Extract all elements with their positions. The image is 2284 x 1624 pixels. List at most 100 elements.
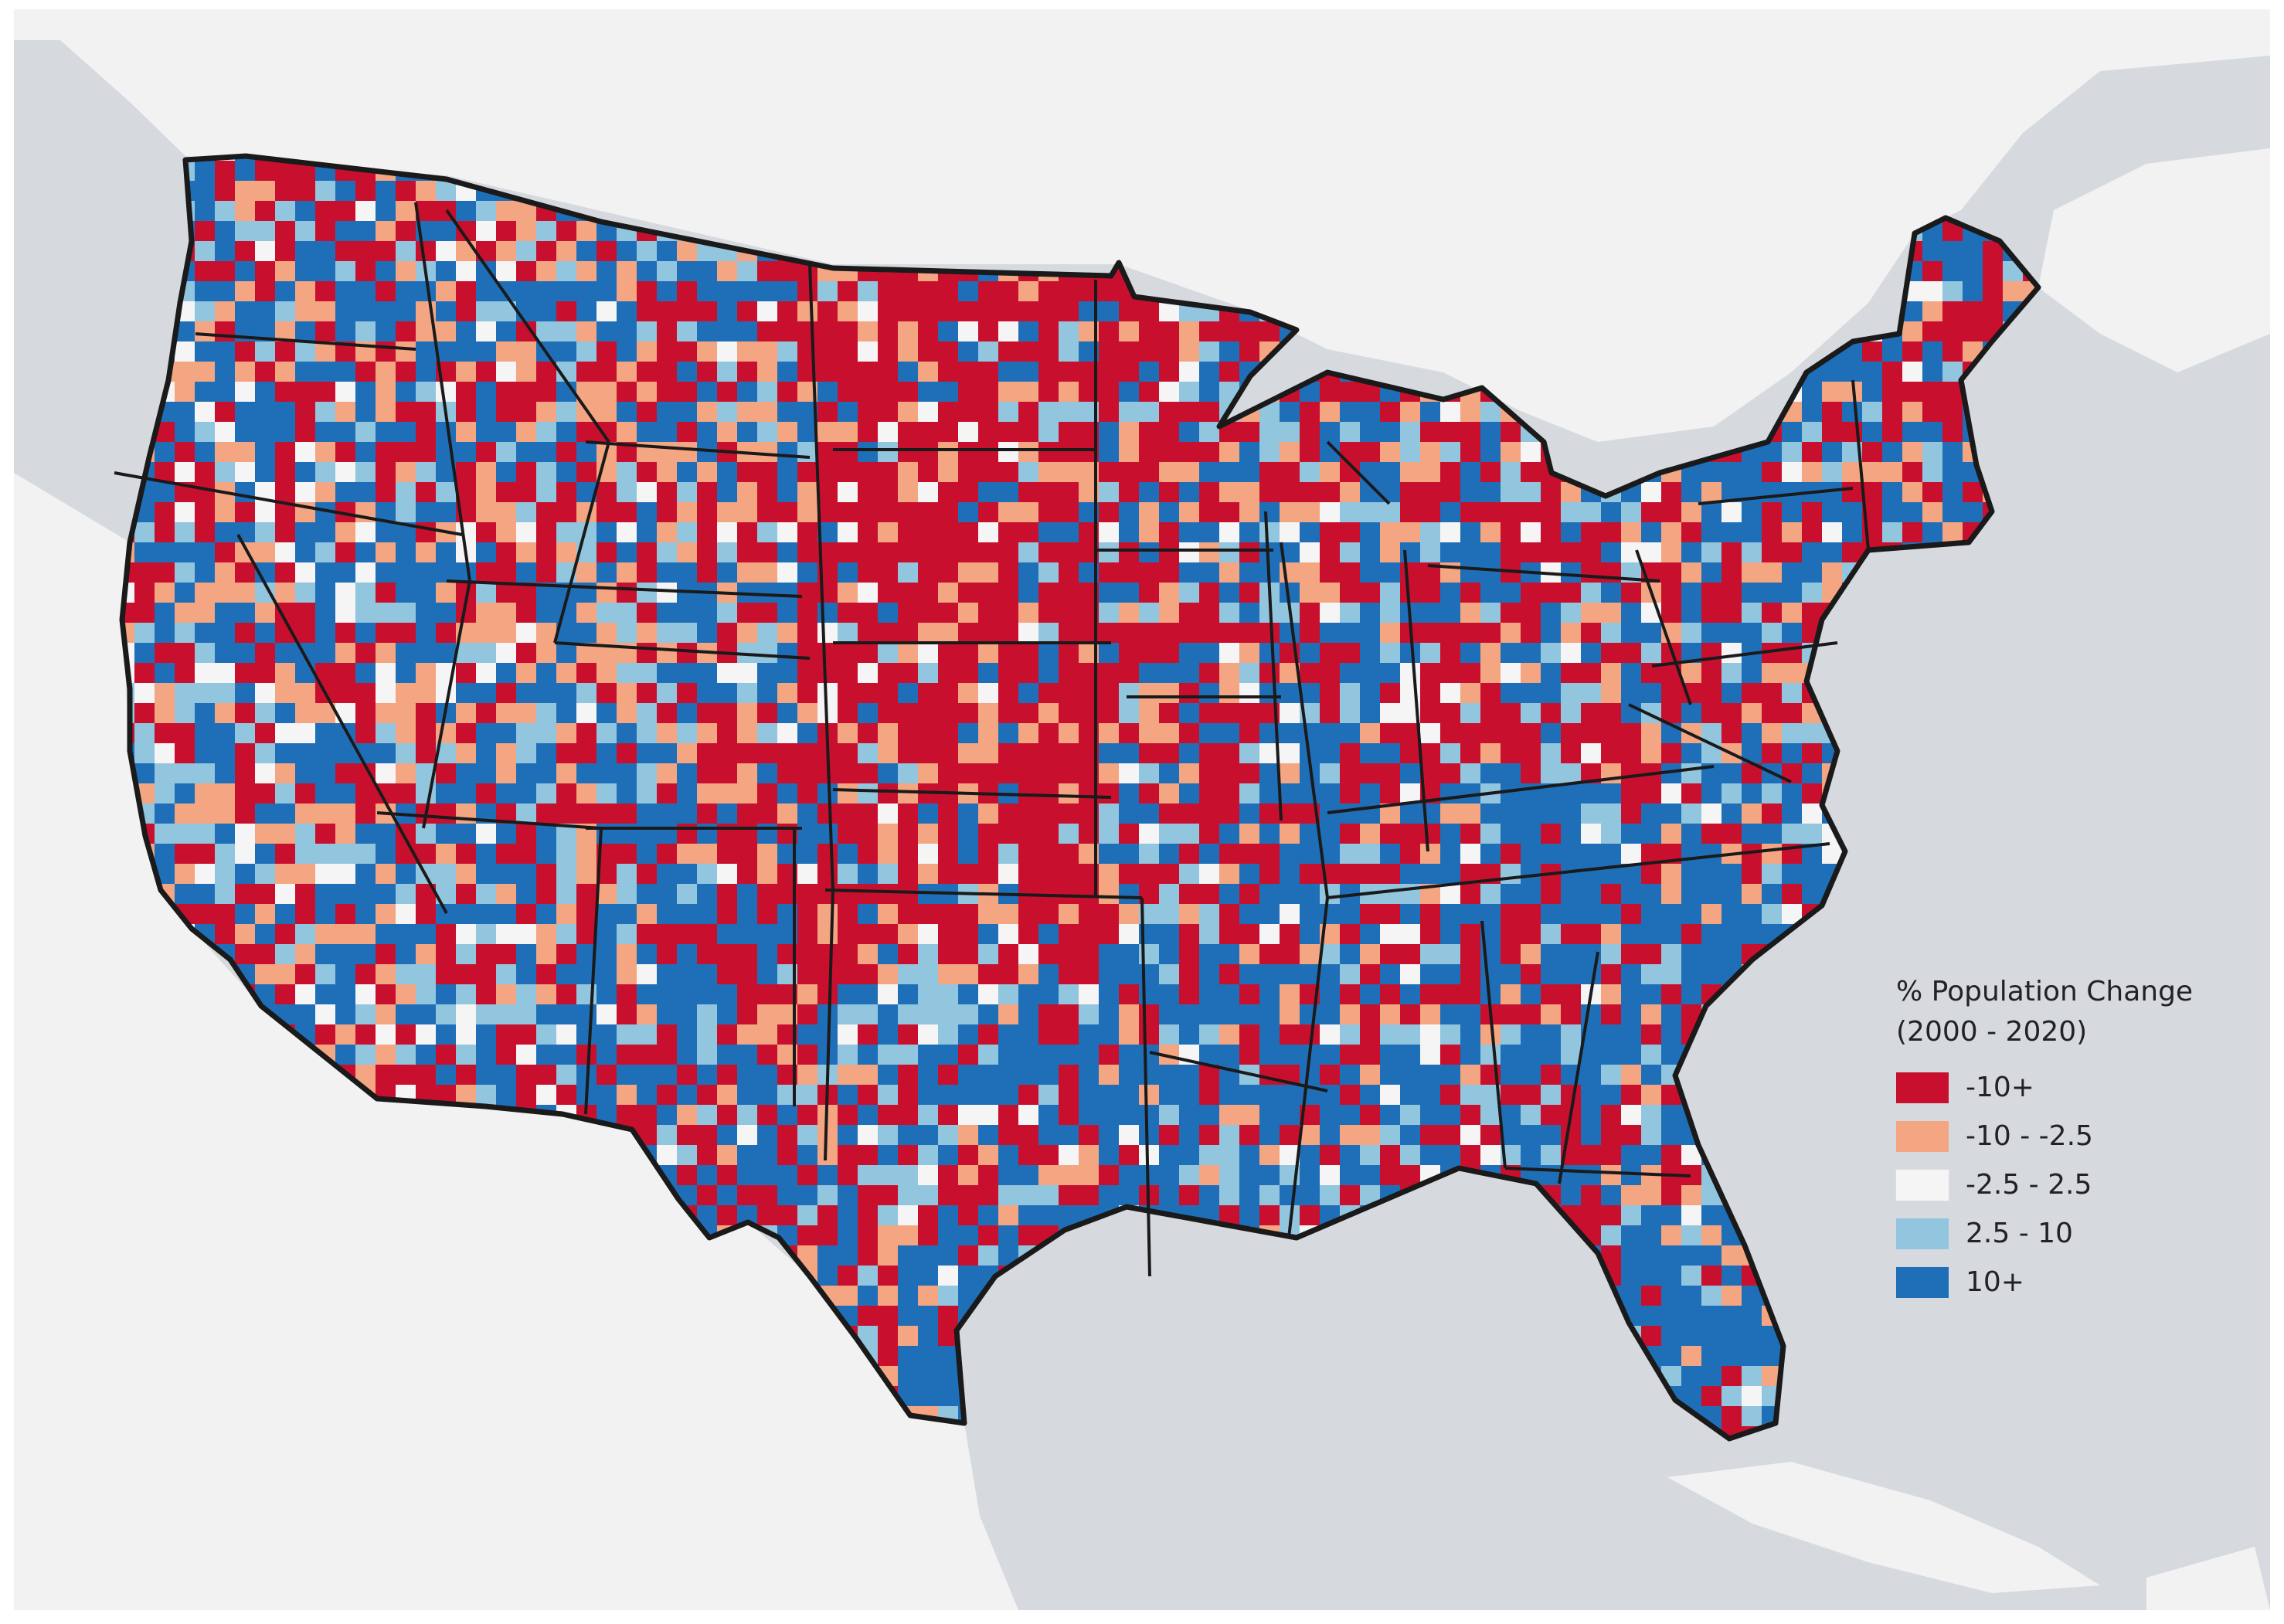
county-cell bbox=[898, 1165, 918, 1185]
county-cell bbox=[918, 281, 938, 301]
county-cell bbox=[1983, 683, 2003, 723]
county-cell bbox=[1380, 1085, 1400, 1105]
county-cell bbox=[1621, 643, 1641, 663]
population-change-map[interactable] bbox=[14, 9, 2270, 1610]
county-cell bbox=[556, 844, 576, 864]
county-cell bbox=[1099, 1045, 1119, 1065]
county-cell bbox=[255, 643, 275, 663]
county-cell bbox=[1501, 723, 1521, 743]
county-cell bbox=[1018, 1085, 1038, 1105]
county-cell bbox=[596, 502, 617, 522]
county-cell bbox=[1661, 904, 1681, 924]
county-cell bbox=[1059, 1145, 1079, 1165]
county-cell bbox=[1159, 703, 1179, 723]
county-cell bbox=[838, 763, 858, 783]
county-cell bbox=[878, 723, 898, 743]
county-cell bbox=[717, 522, 737, 542]
county-cell bbox=[1621, 884, 1641, 904]
county-cell bbox=[1963, 844, 1983, 864]
county-cell bbox=[1681, 763, 1701, 783]
county-cell bbox=[1862, 884, 1882, 904]
county-cell bbox=[1742, 1125, 1762, 1145]
county-cell bbox=[998, 663, 1018, 683]
county-cell bbox=[1701, 1085, 1742, 1105]
county-cell bbox=[295, 221, 315, 241]
county-cell bbox=[1983, 663, 2003, 683]
county-cell bbox=[1902, 783, 1922, 804]
county-cell bbox=[878, 1045, 898, 1065]
county-cell bbox=[958, 804, 978, 824]
county-cell bbox=[637, 783, 657, 804]
county-cell bbox=[1762, 1004, 1802, 1024]
county-cell bbox=[1320, 1105, 1340, 1125]
county-cell bbox=[978, 944, 998, 964]
county-cell bbox=[275, 442, 295, 462]
county-cell bbox=[1179, 382, 1199, 402]
county-cell bbox=[1922, 442, 1942, 462]
county-cell bbox=[1561, 623, 1581, 643]
county-cell bbox=[1541, 623, 1561, 643]
county-cell bbox=[858, 1024, 878, 1045]
county-cell bbox=[898, 844, 918, 864]
county-cell bbox=[235, 904, 255, 924]
county-cell bbox=[797, 281, 817, 301]
county-cell bbox=[1440, 1085, 1460, 1105]
county-cell bbox=[1018, 1045, 1038, 1065]
county-cell bbox=[1802, 1024, 1822, 1045]
county-cell bbox=[797, 1125, 817, 1145]
county-cell bbox=[536, 723, 556, 743]
county-cell bbox=[878, 683, 898, 703]
county-cell bbox=[335, 864, 355, 884]
county-cell bbox=[1822, 1004, 1842, 1024]
county-cell bbox=[2023, 382, 2038, 422]
county-cell bbox=[838, 1165, 858, 1185]
county-cell bbox=[122, 321, 134, 341]
county-cell bbox=[657, 442, 677, 462]
county-cell bbox=[175, 743, 195, 763]
county-cell bbox=[416, 824, 436, 844]
county-cell bbox=[1099, 321, 1119, 341]
county-cell bbox=[697, 482, 717, 502]
county-cell bbox=[898, 743, 918, 763]
county-cell bbox=[1199, 482, 1219, 502]
county-cell bbox=[1059, 1024, 1079, 1045]
county-cell bbox=[1440, 904, 1460, 924]
county-cell bbox=[235, 402, 255, 422]
county-cell bbox=[797, 844, 817, 864]
county-cell bbox=[1601, 884, 1621, 904]
county-cell bbox=[1460, 1004, 1480, 1024]
county-cell bbox=[1882, 462, 1902, 482]
county-cell bbox=[1159, 663, 1179, 683]
county-cell bbox=[122, 241, 134, 261]
county-cell bbox=[396, 1004, 416, 1024]
county-cell bbox=[1300, 442, 1320, 462]
county-cell bbox=[978, 321, 998, 341]
county-cell bbox=[1802, 984, 1822, 1004]
county-cell bbox=[777, 402, 797, 422]
county-cell bbox=[1199, 362, 1219, 382]
county-cell bbox=[697, 462, 717, 482]
county-cell bbox=[275, 904, 295, 924]
county-cell bbox=[295, 261, 315, 281]
county-cell bbox=[235, 763, 255, 783]
county-cell bbox=[1099, 683, 1119, 703]
county-cell bbox=[1440, 1125, 1460, 1145]
county-cell bbox=[1219, 583, 1239, 603]
county-cell bbox=[1601, 964, 1621, 984]
county-cell bbox=[1139, 562, 1159, 583]
county-cell bbox=[757, 1165, 777, 1185]
county-cell bbox=[1038, 1024, 1059, 1045]
county-cell bbox=[1440, 522, 1460, 542]
county-cell bbox=[2003, 703, 2038, 723]
county-cell bbox=[476, 362, 496, 382]
county-cell bbox=[1501, 603, 1521, 623]
county-cell bbox=[1380, 783, 1400, 804]
county-cell bbox=[355, 964, 376, 984]
county-cell bbox=[355, 844, 376, 864]
county-cell bbox=[838, 723, 858, 743]
county-cell bbox=[122, 402, 134, 422]
county-cell bbox=[898, 783, 918, 804]
county-cell bbox=[878, 482, 898, 502]
county-cell bbox=[858, 703, 878, 723]
county-cell bbox=[1280, 924, 1300, 944]
